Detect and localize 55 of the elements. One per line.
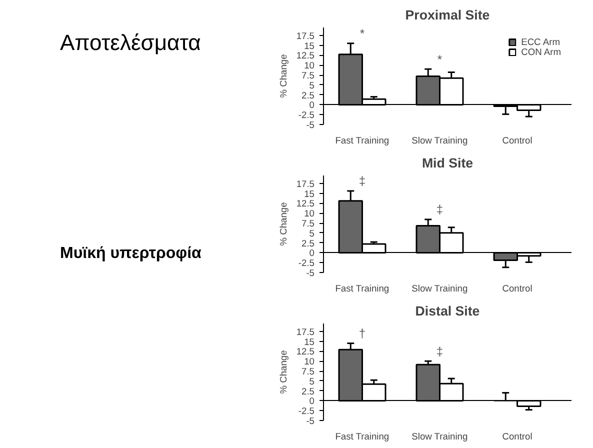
y-tick-label: 0 [309, 396, 315, 406]
y-tick-label: 5 [309, 80, 315, 90]
annotation: ‡ [436, 202, 444, 217]
legend-label: ECC Arm [521, 37, 560, 47]
y-axis-title: % Change [278, 202, 288, 246]
legend-label: CON Arm [521, 47, 561, 57]
y-tick-label: -5 [306, 416, 315, 426]
y-tick-label: 15 [304, 40, 315, 51]
chart-title: Mid Site [422, 156, 474, 170]
y-axis-title: % Change [278, 350, 288, 394]
y-tick-label: 0 [309, 100, 315, 110]
y-tick-label: 10 [304, 208, 315, 219]
y-tick-label: 10 [304, 356, 315, 367]
x-tick-label: Slow Training [412, 284, 468, 294]
y-tick-label: 12.5 [296, 50, 314, 61]
y-tick-label: 2.5 [302, 386, 314, 396]
y-tick-label: -2.5 [298, 258, 315, 268]
x-tick-label: Control [502, 432, 532, 442]
y-tick-label: -2.5 [298, 110, 315, 120]
y-tick-label: 5 [309, 376, 315, 386]
x-tick-label: Fast Training [335, 432, 390, 442]
y-tick-label: 2.5 [302, 90, 314, 100]
y-tick-label: 15 [304, 336, 315, 347]
y-tick-label: 12.5 [296, 198, 314, 209]
x-tick-label: Slow Training [412, 136, 468, 146]
chart-title: Proximal Site [405, 8, 490, 22]
y-tick-label: 17.5 [296, 178, 314, 189]
x-tick-label: Control [502, 284, 532, 294]
x-tick-label: Fast Training [335, 136, 390, 146]
y-tick-label: 10 [304, 60, 315, 71]
x-tick-label: Fast Training [335, 284, 390, 294]
text: Αποτελέσματα [60, 29, 202, 57]
y-axis-title: % Change [278, 54, 288, 98]
text: Μυϊκή υπερτροφία [60, 244, 202, 264]
y-tick-label: 2.5 [302, 238, 314, 248]
y-tick-label: 17.5 [296, 30, 314, 41]
annotation: ‡ [436, 344, 444, 358]
y-tick-label: 17.5 [296, 326, 314, 337]
chart-title: Distal Site [415, 304, 480, 318]
annotation: ‡ [358, 174, 366, 188]
y-tick-label: 15 [304, 188, 315, 199]
annotation: † [358, 326, 366, 341]
x-tick-label: Slow Training [412, 432, 468, 442]
y-tick-label: 7.5 [302, 366, 314, 377]
y-tick-label: -5 [306, 120, 315, 130]
y-tick-label: -2.5 [298, 406, 315, 416]
annotation: * [437, 52, 442, 66]
y-tick-label: 12.5 [296, 346, 314, 357]
y-tick-label: 5 [309, 228, 315, 238]
y-tick-label: -5 [306, 268, 315, 278]
y-tick-label: 7.5 [302, 70, 314, 81]
y-tick-label: 7.5 [302, 218, 314, 229]
x-tick-label: Control [502, 136, 532, 146]
y-tick-label: 0 [309, 248, 315, 258]
annotation: * [360, 26, 365, 41]
